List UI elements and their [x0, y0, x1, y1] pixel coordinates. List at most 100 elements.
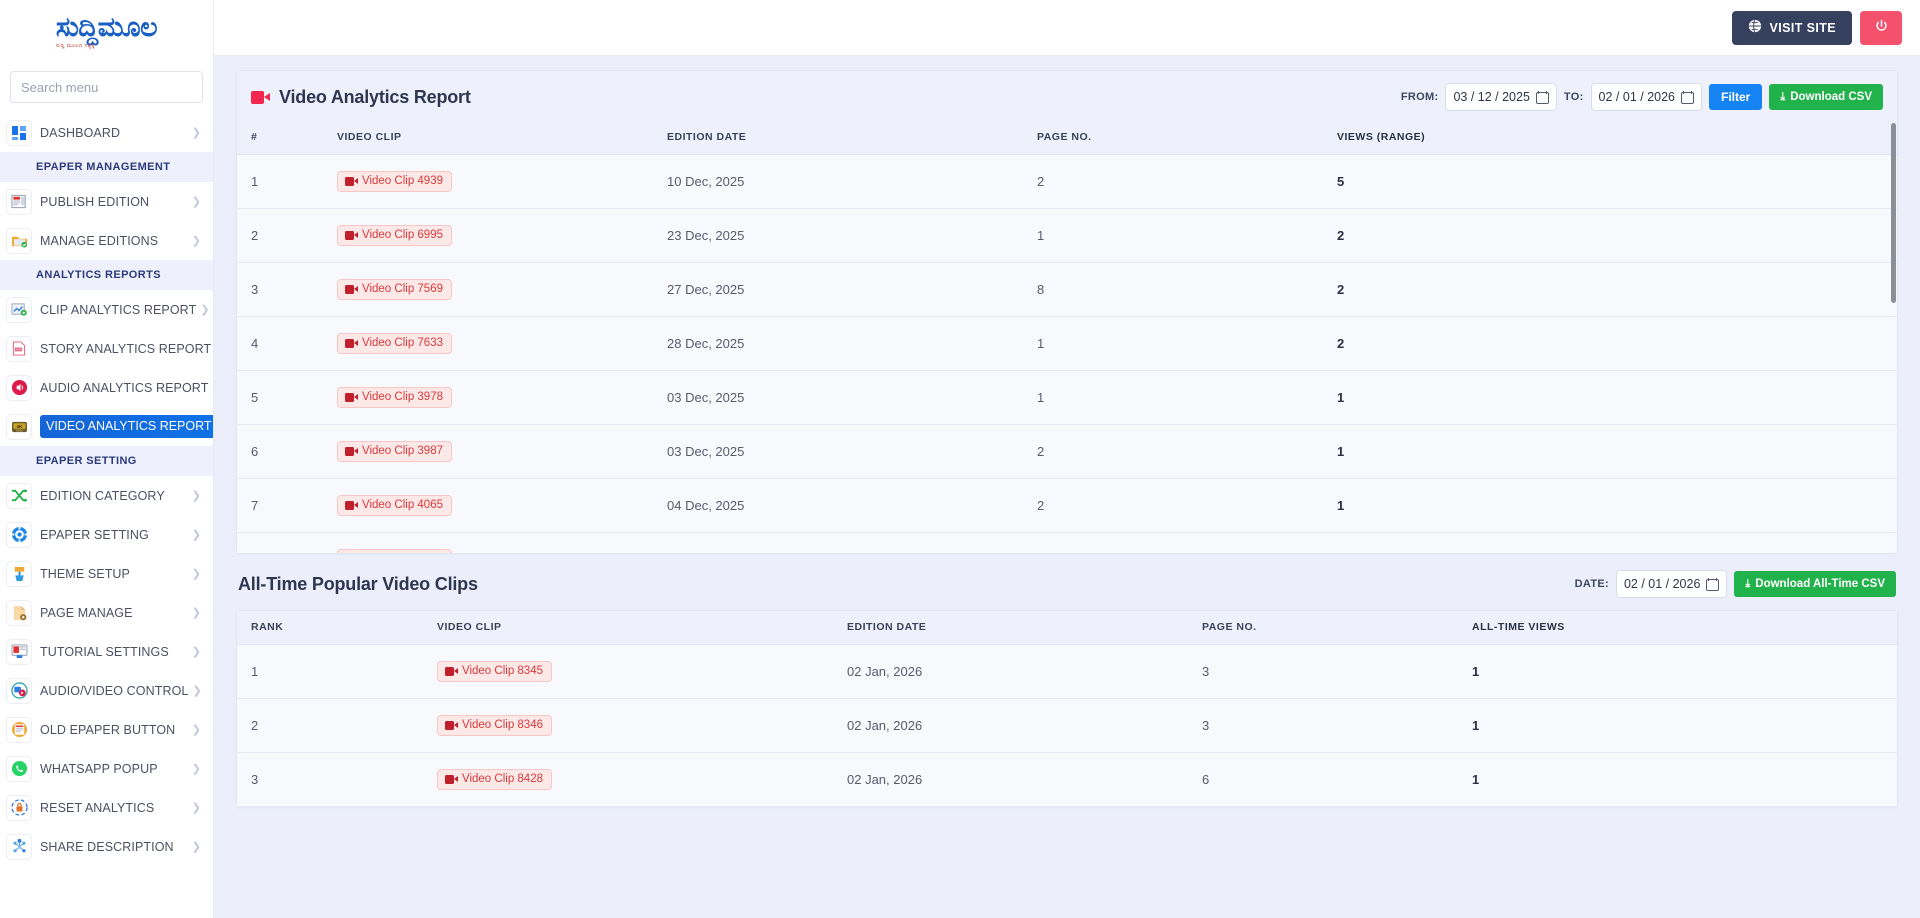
brand-logo[interactable]: ಸುದ್ದಿಮೂಲ ಸುದ್ದಿ ಮೂಲದ ಸತ್ಯಕ್ಕೆ [0, 0, 213, 63]
sidebar-item-tutorial-settings[interactable]: TUTORIAL SETTINGS ❯ [0, 632, 213, 671]
video-clip-badge[interactable]: Video Clip 6995 [337, 225, 452, 246]
brand-tagline: ಸುದ್ದಿ ಮೂಲದ ಸತ್ಯಕ್ಕೆ [55, 43, 95, 49]
col-video-clip: VIDEO CLIP [337, 121, 667, 155]
popular-title: All-Time Popular Video Clips [238, 573, 478, 594]
search-input[interactable] [10, 71, 203, 103]
share-icon [6, 833, 32, 860]
sidebar-item-manage-editions[interactable]: MANAGE EDITIONS ❯ [0, 221, 213, 260]
sidebar-item-label: STORY ANALYTICS REPORT [40, 341, 212, 356]
report-title-text: Video Analytics Report [279, 86, 471, 107]
cell-edition-date: 04 Dec, 2025 [667, 532, 1037, 553]
report-table-scroll[interactable]: # VIDEO CLIP EDITION DATE PAGE NO. VIEWS… [237, 121, 1897, 553]
filter-controls: FROM: 03 / 12 / 2025 TO: 02 / 01 / 2026 … [1401, 83, 1883, 111]
col-page-no: PAGE NO. [1037, 121, 1337, 155]
newspaper-icon [6, 188, 32, 215]
sidebar-item-audio-analytics-report[interactable]: AUDIO ANALYTICS REPORT [0, 368, 213, 407]
sidebar-item-story-analytics-report[interactable]: STORY STORY ANALYTICS REPORT [0, 329, 213, 368]
cell-page-no: 1 [1037, 532, 1337, 553]
video-clip-badge[interactable]: Video Clip 8346 [437, 715, 552, 736]
sidebar-item-clip-analytics-report[interactable]: CLIP ANALYTICS REPORT ❯ [0, 290, 213, 329]
header-row: # VIDEO CLIP EDITION DATE PAGE NO. VIEWS… [237, 121, 1897, 155]
sidebar-item-epaper-setting[interactable]: EPAPER SETTING ❯ [0, 515, 213, 554]
from-date-input[interactable]: 03 / 12 / 2025 [1445, 83, 1557, 111]
filter-button[interactable]: Filter [1709, 84, 1763, 110]
globe-icon [1748, 19, 1762, 36]
chevron-right-icon: ❯ [200, 304, 210, 316]
cell-index: 1 [237, 154, 337, 209]
video-analytics-table: # VIDEO CLIP EDITION DATE PAGE NO. VIEWS… [237, 121, 1897, 553]
sidebar-item-publish-edition[interactable]: PUBLISH EDITION ❯ [0, 182, 213, 221]
col-page-no: PAGE NO. [1202, 611, 1472, 645]
sidebar-item-label: TUTORIAL SETTINGS [40, 644, 169, 659]
calendar-icon[interactable] [1535, 90, 1549, 104]
sidebar-item-audio-video-control[interactable]: AUDIO/VIDEO CONTROL ❯ [0, 671, 213, 710]
main-area: VISIT SITE Video Analytics Report [214, 0, 1920, 918]
video-camera-icon [445, 666, 458, 676]
video-camera-icon [251, 90, 270, 104]
cell-rank: 1 [237, 644, 437, 699]
video-clip-badge[interactable]: Video Clip 8345 [437, 661, 552, 682]
sidebar-item-label: RESET ANALYTICS [40, 800, 155, 815]
popular-table-header: RANK VIDEO CLIP EDITION DATE PAGE NO. AL… [237, 611, 1897, 645]
cell-rank: 3 [237, 752, 437, 807]
video-camera-icon [345, 176, 358, 186]
to-label: TO: [1563, 91, 1584, 103]
shuffle-icon [6, 482, 32, 509]
cell-index: 3 [237, 262, 337, 317]
power-icon [1874, 19, 1889, 37]
video-clip-label: Video Clip 4065 [362, 499, 443, 511]
popular-controls: DATE: 02 / 01 / 2026 ⤓ Download All-Time… [1575, 570, 1896, 598]
visit-site-button[interactable]: VISIT SITE [1732, 10, 1852, 45]
video-clip-badge[interactable]: Video Clip 7569 [337, 279, 452, 300]
video-clip-badge[interactable]: Video Clip 7633 [337, 333, 452, 354]
sidebar-item-dashboard[interactable]: DASHBOARD ❯ [0, 113, 213, 152]
sidebar-item-page-manage[interactable]: PAGE MANAGE ❯ [0, 593, 213, 632]
sidebar-item-whatsapp-popup[interactable]: WHATSAPP POPUP ❯ [0, 749, 213, 788]
calendar-icon[interactable] [1706, 577, 1720, 591]
to-date-value: 02 / 01 / 2026 [1598, 90, 1675, 104]
video-clip-badge[interactable]: Video Clip 4065 [337, 495, 452, 516]
topbar: VISIT SITE [214, 0, 1920, 56]
to-date-input[interactable]: 02 / 01 / 2026 [1590, 83, 1702, 111]
calendar-icon[interactable] [1681, 90, 1694, 104]
video-camera-icon [345, 392, 358, 402]
sidebar-item-label: EPAPER SETTING [40, 527, 149, 542]
download-alltime-csv-button[interactable]: ⤓ Download All-Time CSV [1734, 571, 1896, 597]
video-camera-icon [345, 500, 358, 510]
download-csv-button[interactable]: ⤓ Download CSV [1769, 84, 1883, 110]
cell-edition-date: 02 Jan, 2026 [847, 644, 1202, 699]
cell-index: 6 [237, 424, 337, 479]
cell-page-no: 8 [1037, 262, 1337, 317]
video-clip-badge[interactable]: Video Clip 8428 [437, 769, 552, 790]
sidebar-item-edition-category[interactable]: EDITION CATEGORY ❯ [0, 476, 213, 515]
sidebar-nav: DASHBOARD ❯ EPAPER MANAGEMENT PUBLISH EDITI… [0, 113, 213, 866]
popular-date-input[interactable]: 02 / 01 / 2026 [1615, 570, 1728, 598]
video-clip-badge[interactable]: Video Clip 4939 [337, 171, 452, 192]
speaker-icon [6, 374, 32, 401]
from-date-value: 03 / 12 / 2025 [1453, 90, 1530, 104]
sidebar-item-label: VIDEO ANALYTICS REPORT [40, 415, 213, 438]
sidebar-item-old-epaper-button[interactable]: OLD EPAPER BUTTON ❯ [0, 710, 213, 749]
sidebar-item-reset-analytics[interactable]: RESET ANALYTICS ❯ [0, 788, 213, 827]
download-icon: ⤓ [1780, 90, 1786, 103]
sidebar-item-video-analytics-report[interactable]: 4K VIDEO VIDEO ANALYTICS REPORT [0, 407, 213, 446]
cell-edition-date: 02 Jan, 2026 [847, 698, 1202, 753]
story-doc-icon: STORY [6, 335, 32, 362]
video-clip-badge[interactable]: Video Clip 4139 [337, 549, 452, 553]
table-row: 3 Video Clip 8428 02 Jan, 2026 6 1 [237, 752, 1897, 807]
sidebar-item-share-description[interactable]: SHARE DESCRIPTION ❯ [0, 827, 213, 866]
video-clip-badge[interactable]: Video Clip 3987 [337, 441, 452, 462]
sidebar-item-theme-setup[interactable]: THEME SETUP ❯ [0, 554, 213, 593]
video-clip-badge[interactable]: Video Clip 3978 [337, 387, 452, 408]
svg-text:4K: 4K [16, 424, 23, 429]
table-row: 3 Video Clip 7569 27 Dec, 2025 8 2 [237, 262, 1897, 317]
chevron-right-icon: ❯ [191, 607, 201, 619]
cell-index: 5 [237, 370, 337, 425]
table-scrollbar[interactable] [1891, 121, 1896, 553]
cell-video-clip: Video Clip 4139 [337, 532, 667, 553]
chevron-right-icon: ❯ [191, 841, 201, 853]
logout-button[interactable] [1860, 10, 1902, 45]
cell-edition-date: 27 Dec, 2025 [667, 262, 1037, 317]
chevron-right-icon: ❯ [191, 529, 201, 541]
